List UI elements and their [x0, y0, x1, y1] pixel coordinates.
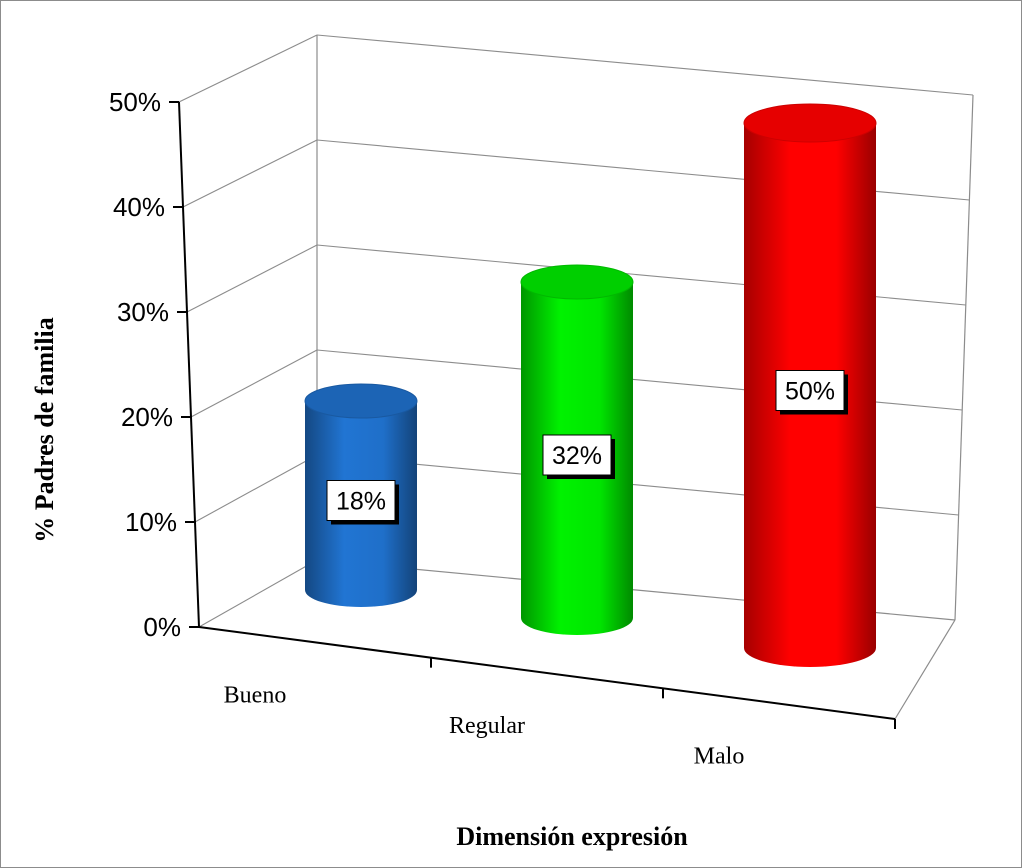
y-tick-labels: 0% 10% 20% 30% 40% 50% — [109, 87, 181, 642]
y-tick-label: 40% — [113, 192, 165, 222]
bar-top — [743, 103, 877, 143]
y-tick-label: 50% — [109, 87, 161, 117]
gridline-side — [186, 244, 318, 313]
x-tick-labels: Bueno Regular Malo — [224, 682, 745, 769]
gridline-side — [194, 454, 318, 523]
data-label-box — [775, 370, 845, 411]
data-label-text: 32% — [552, 442, 602, 470]
gridline-side — [190, 349, 318, 418]
data-label-text: 18% — [336, 488, 386, 516]
floor-right-edge — [894, 619, 956, 720]
data-labels: 18% 32% 50% — [326, 370, 848, 525]
data-label: 18% — [326, 480, 399, 525]
bar-top — [520, 264, 634, 300]
y-tick-label: 20% — [121, 402, 173, 432]
back-wall-right-edge — [954, 94, 974, 621]
y-tick-label: 30% — [117, 297, 169, 327]
y-tick-label: 0% — [143, 612, 181, 642]
bar-top — [304, 383, 418, 419]
x-tick-label: Malo — [694, 744, 745, 770]
data-label-text: 50% — [785, 378, 835, 406]
x-tick-label: Bueno — [224, 682, 287, 708]
data-label: 50% — [775, 370, 848, 415]
x-tick-label: Regular — [449, 713, 525, 739]
gridline-side — [182, 139, 318, 208]
y-axis-title: % Padres de familia — [30, 317, 59, 543]
gridline-back — [316, 34, 974, 96]
x-axis-line — [198, 626, 896, 720]
x-axis-title: Dimensión expresión — [456, 822, 688, 851]
data-label: 32% — [542, 434, 615, 479]
axes — [169, 101, 896, 729]
y-axis-line — [178, 101, 200, 628]
data-label-box — [326, 480, 396, 521]
floor-left-edge — [198, 559, 318, 628]
y-tick-label: 10% — [125, 507, 177, 537]
gridline-side — [178, 34, 318, 103]
data-label-box — [542, 434, 612, 476]
